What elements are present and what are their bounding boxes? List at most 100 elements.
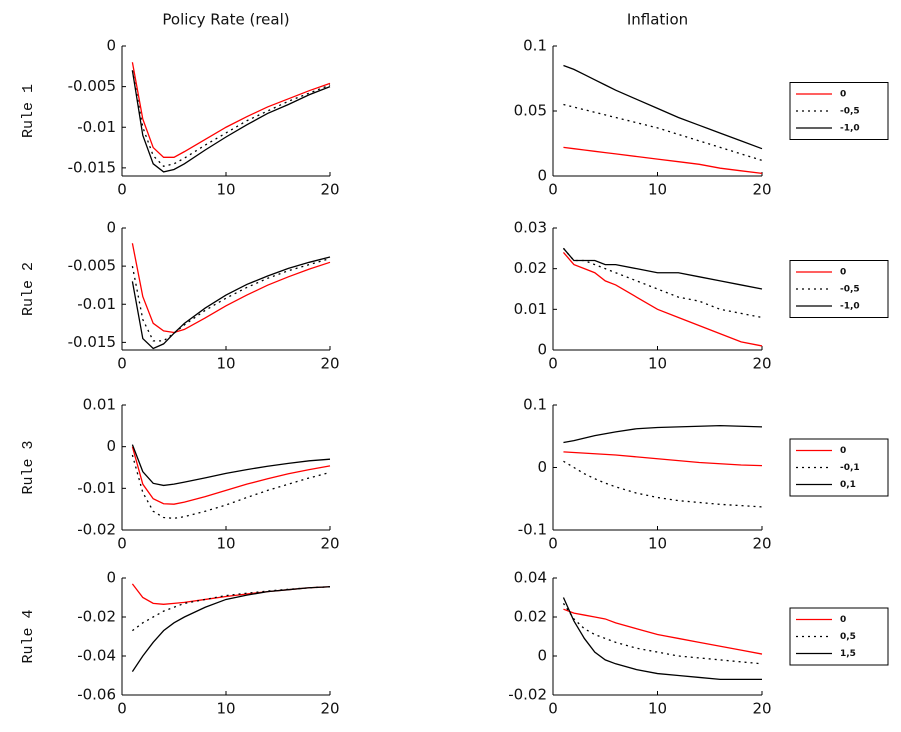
y-tick-label: 0 [106,569,116,587]
legend-box [789,260,889,318]
series-line [132,586,331,632]
series-line [131,256,331,350]
y-tick-label: 0 [537,167,547,185]
legend-label: -1,0 [840,302,860,312]
y-tick-label: -0.02 [77,521,116,539]
x-tick-label: 10 [216,181,235,199]
series-line [131,243,331,334]
series-line [563,146,763,175]
x-tick-label: 20 [320,181,339,199]
y-tick-label: -0.01 [77,118,116,136]
series-line [563,103,763,162]
series-line [563,608,763,655]
x-tick-label: 10 [648,355,667,373]
x-tick-label: 20 [752,700,771,718]
y-tick-label: 0.1 [523,37,547,55]
legend-label: -0,5 [840,107,860,117]
x-tick-label: 20 [752,535,771,553]
x-tick-label: 10 [216,700,235,718]
y-tick-label: 0 [106,437,116,455]
x-tick-label: 20 [320,700,339,718]
series-line [562,247,763,290]
legend-box [789,607,889,666]
y-tick-label: 0 [106,219,116,237]
legend-label: -0,1 [840,463,860,473]
x-tick-label: 10 [216,535,235,553]
series-line [131,446,331,505]
legend-label: 0 [840,615,846,625]
y-tick-label: -0.005 [68,257,116,275]
x-tick-label: 10 [648,181,667,199]
series-line [562,597,762,681]
y-tick-label: -0.01 [77,479,116,497]
series-line [131,444,331,487]
series-line [131,70,331,173]
x-tick-label: 0 [117,181,127,199]
y-tick-label: -0.015 [68,333,116,351]
legend-label: 0,5 [840,632,856,642]
y-axis-label: Rule 4 [20,609,37,663]
y-axis-label: Rule 2 [20,262,37,316]
series-line [563,451,763,467]
y-tick-label: -0.02 [508,686,547,704]
y-tick-label: -0.015 [68,158,116,176]
series-line [131,257,331,342]
y-tick-label: -0.1 [518,521,547,539]
y-tick-label: -0.04 [77,647,116,665]
y-tick-label: -0.01 [77,295,116,313]
y-tick-label: -0.02 [77,608,116,626]
series-line [562,251,763,347]
x-tick-label: 10 [648,700,667,718]
series-line [563,460,763,508]
x-tick-label: 20 [752,355,771,373]
x-tick-label: 10 [216,355,235,373]
legend-label: 0 [840,446,846,456]
x-tick-label: 20 [752,181,771,199]
x-tick-label: 0 [117,535,127,553]
y-axis-label: Rule 3 [20,440,37,494]
x-tick-label: 20 [320,355,339,373]
series-line [131,583,331,605]
series-line [131,70,331,167]
legend-label: 0 [840,90,846,100]
legend-label: -0,5 [840,285,860,295]
legend-box [789,82,889,140]
x-tick-label: 0 [548,355,558,373]
y-tick-label: -0.005 [68,77,116,95]
x-tick-label: 0 [548,700,558,718]
y-tick-label: 0 [537,458,547,476]
y-tick-label: -0.06 [77,686,116,704]
series-line [563,64,763,150]
y-tick-label: 0.04 [514,569,547,587]
y-tick-label: 0.01 [83,396,116,414]
y-tick-label: 0 [106,37,116,55]
legend-label: 1,5 [840,649,856,659]
x-tick-label: 10 [648,535,667,553]
chart-title: Inflation [627,11,688,29]
y-tick-label: 0.02 [514,259,547,277]
series-line [131,586,331,672]
y-axis-label: Rule 1 [20,84,37,138]
y-tick-label: 0.05 [514,102,547,120]
legend-label: 0 [840,268,846,278]
y-tick-label: 0 [537,647,547,665]
y-tick-label: 0.1 [523,396,547,414]
x-tick-label: 0 [117,700,127,718]
chart-title: Policy Rate (real) [162,11,289,29]
y-tick-label: 0 [537,341,547,359]
series-line [563,424,763,444]
x-tick-label: 20 [320,535,339,553]
series-line [131,454,331,519]
y-tick-label: 0.02 [514,608,547,626]
legend-label: -1,0 [840,124,860,134]
series-line [562,602,763,665]
legend-label: 0,1 [840,480,856,490]
series-line [131,62,331,158]
x-tick-label: 0 [548,535,558,553]
x-tick-label: 0 [117,355,127,373]
y-tick-label: 0.01 [514,300,547,318]
y-tick-label: 0.03 [514,219,547,237]
x-tick-label: 0 [548,181,558,199]
legend-box [789,438,889,497]
